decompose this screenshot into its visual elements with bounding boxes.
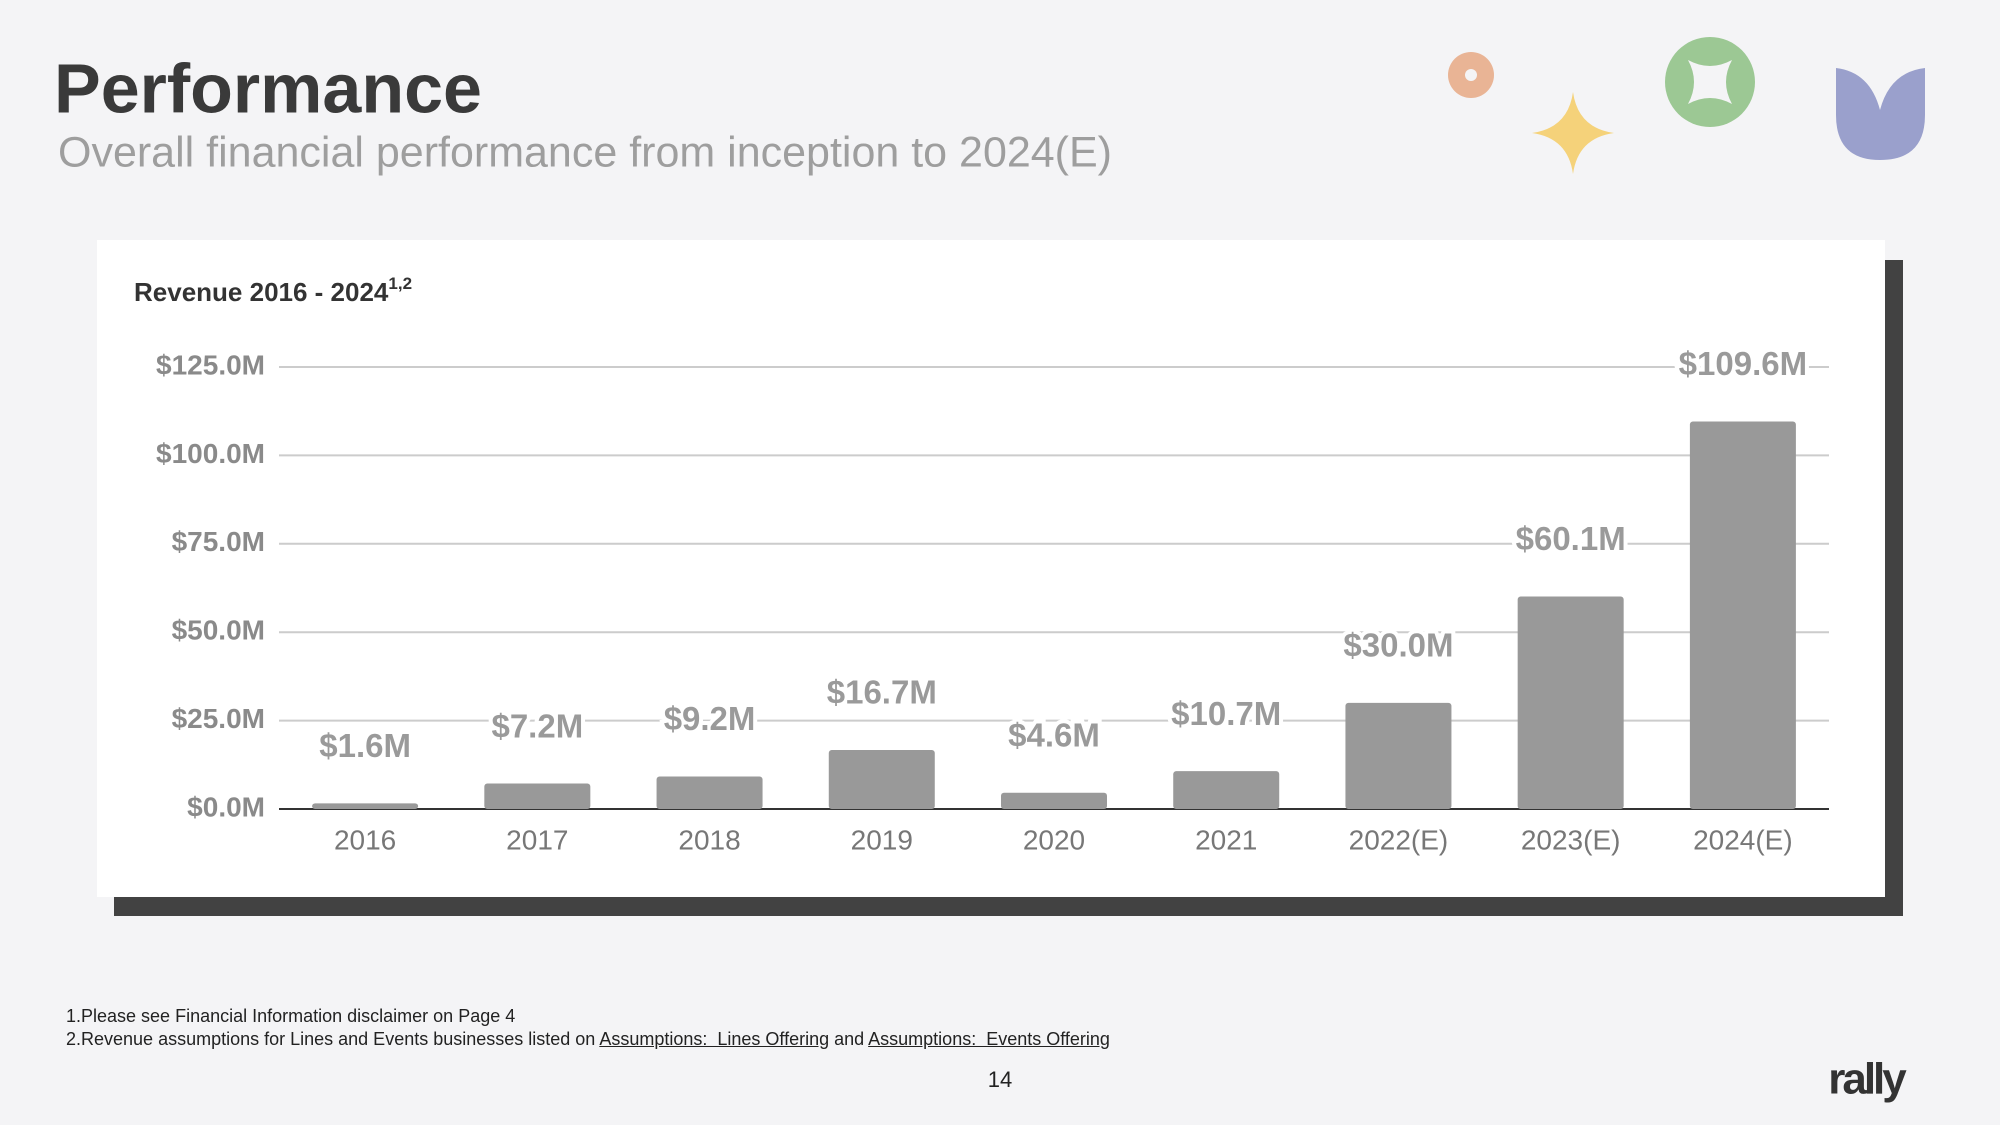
bar: [484, 783, 591, 809]
y-tick-label: $100.0M: [156, 438, 265, 469]
footnote-link[interactable]: Assumptions: Lines Offering: [599, 1029, 830, 1049]
x-tick-label: 2024(E): [1693, 824, 1793, 855]
y-tick-label: $0.0M: [187, 791, 265, 822]
chart-title-superscript: 1,2: [388, 274, 412, 293]
page-number: 14: [988, 1067, 1012, 1092]
value-label: $7.2M: [491, 707, 583, 744]
value-label: $30.0M: [1343, 627, 1453, 664]
value-label: $1.6M: [319, 727, 411, 764]
x-tick-label: 2022(E): [1349, 824, 1449, 855]
bar: [1001, 792, 1107, 809]
bar: [1345, 702, 1452, 809]
plot: $0.0M $25.0M $50.0M $75.0M $100.0M $125.0M 201…: [156, 341, 1829, 855]
decor-green-inner: [1688, 60, 1732, 104]
value-label: $4.6M: [1008, 716, 1100, 753]
value-label: $60.1M: [1516, 520, 1626, 557]
bar: [1689, 421, 1796, 809]
bar: [656, 776, 763, 809]
bar: [828, 749, 935, 809]
decor-purple: [1836, 68, 1925, 160]
y-tick-label: $25.0M: [172, 703, 265, 734]
footnote-2: 2.Revenue assumptions for Lines and Even…: [66, 1029, 1110, 1050]
x-tick-label: 2017: [506, 824, 568, 855]
bar: [1517, 596, 1624, 809]
footnote-2-text: 2.Revenue assumptions for Lines and Even…: [66, 1029, 600, 1049]
x-tick-label: 2023(E): [1521, 824, 1621, 855]
x-tick-label: 2019: [851, 824, 913, 855]
value-label: $10.7M: [1171, 695, 1281, 732]
logo: rally: [1828, 1055, 1907, 1104]
chart-title-text: Revenue 2016 - 2024: [134, 277, 389, 307]
x-tick-label: 2016: [334, 824, 396, 855]
chart-title: Revenue 2016 - 20241,2: [134, 274, 412, 306]
bar: [312, 803, 419, 809]
decor-star: [1532, 92, 1614, 174]
y-tick-label: $50.0M: [172, 615, 265, 646]
slide-subtitle: Overall financial performance from incep…: [58, 128, 1112, 176]
x-tick-label: 2018: [678, 824, 740, 855]
bar: [1173, 771, 1280, 809]
y-tick-label: $75.0M: [172, 526, 265, 557]
value-label: $16.7M: [827, 674, 937, 711]
footnote-2-joiner: and: [829, 1029, 869, 1049]
decor-dot: [1465, 69, 1477, 81]
footnote-1: 1.Please see Financial Information discl…: [66, 1006, 516, 1026]
x-tick-label: 2021: [1195, 824, 1257, 855]
x-tick-label: 2020: [1023, 824, 1085, 855]
value-label: $9.2M: [664, 700, 756, 737]
slide-title: Performance: [54, 49, 482, 127]
value-label: $109.6M: [1679, 345, 1807, 382]
y-tick-label: $125.0M: [156, 349, 265, 380]
footnote-link[interactable]: Assumptions: Events Offering: [868, 1029, 1110, 1049]
